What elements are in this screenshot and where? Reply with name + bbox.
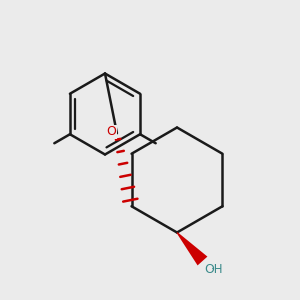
Text: O: O xyxy=(204,263,214,276)
Text: ·H: ·H xyxy=(211,263,224,276)
Text: O: O xyxy=(106,125,116,138)
Polygon shape xyxy=(177,232,207,266)
